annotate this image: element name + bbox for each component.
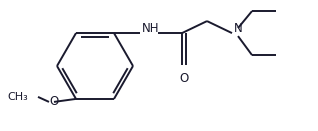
Text: CH₃: CH₃: [7, 92, 28, 102]
Text: O: O: [179, 72, 189, 85]
Text: N: N: [234, 22, 243, 35]
Text: NH: NH: [142, 22, 160, 35]
Text: O: O: [49, 95, 59, 108]
